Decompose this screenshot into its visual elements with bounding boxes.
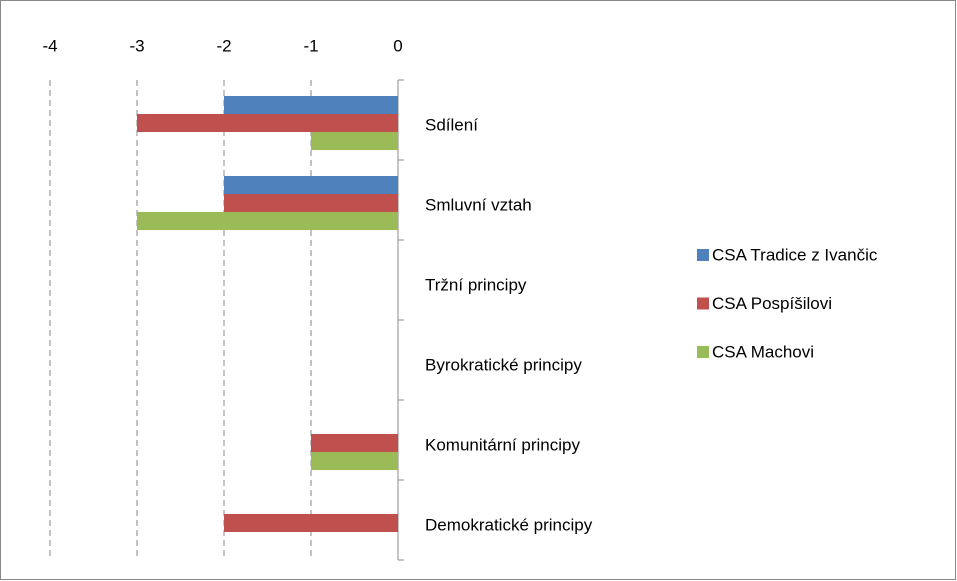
legend-label: CSA Tradice z Ivančic [712, 245, 878, 264]
bar [224, 194, 398, 212]
bar [311, 434, 398, 452]
category-label: Demokratické principy [425, 515, 593, 534]
bar [224, 514, 398, 532]
bar [224, 176, 398, 194]
x-tick-label: -3 [129, 36, 144, 55]
bar [137, 212, 398, 230]
legend-swatch [697, 346, 709, 358]
legend-swatch [697, 297, 709, 310]
category-label: Byrokratické principy [425, 355, 582, 374]
x-tick-label: 0 [393, 36, 402, 55]
category-label: Tržní principy [425, 275, 527, 294]
x-tick-label: -2 [216, 36, 231, 55]
category-label: Sdílení [425, 115, 478, 134]
legend-label: CSA Pospíšilovi [712, 294, 832, 313]
bar [311, 132, 398, 150]
bar [224, 96, 398, 114]
x-tick-label: -1 [303, 36, 318, 55]
bar [311, 452, 398, 470]
bar [137, 114, 398, 132]
x-tick-label: -4 [42, 36, 57, 55]
category-label: Smluvní vztah [425, 195, 532, 214]
legend-label: CSA Machovi [712, 342, 814, 361]
category-label: Komunitární principy [425, 435, 580, 454]
legend-swatch [697, 249, 709, 261]
